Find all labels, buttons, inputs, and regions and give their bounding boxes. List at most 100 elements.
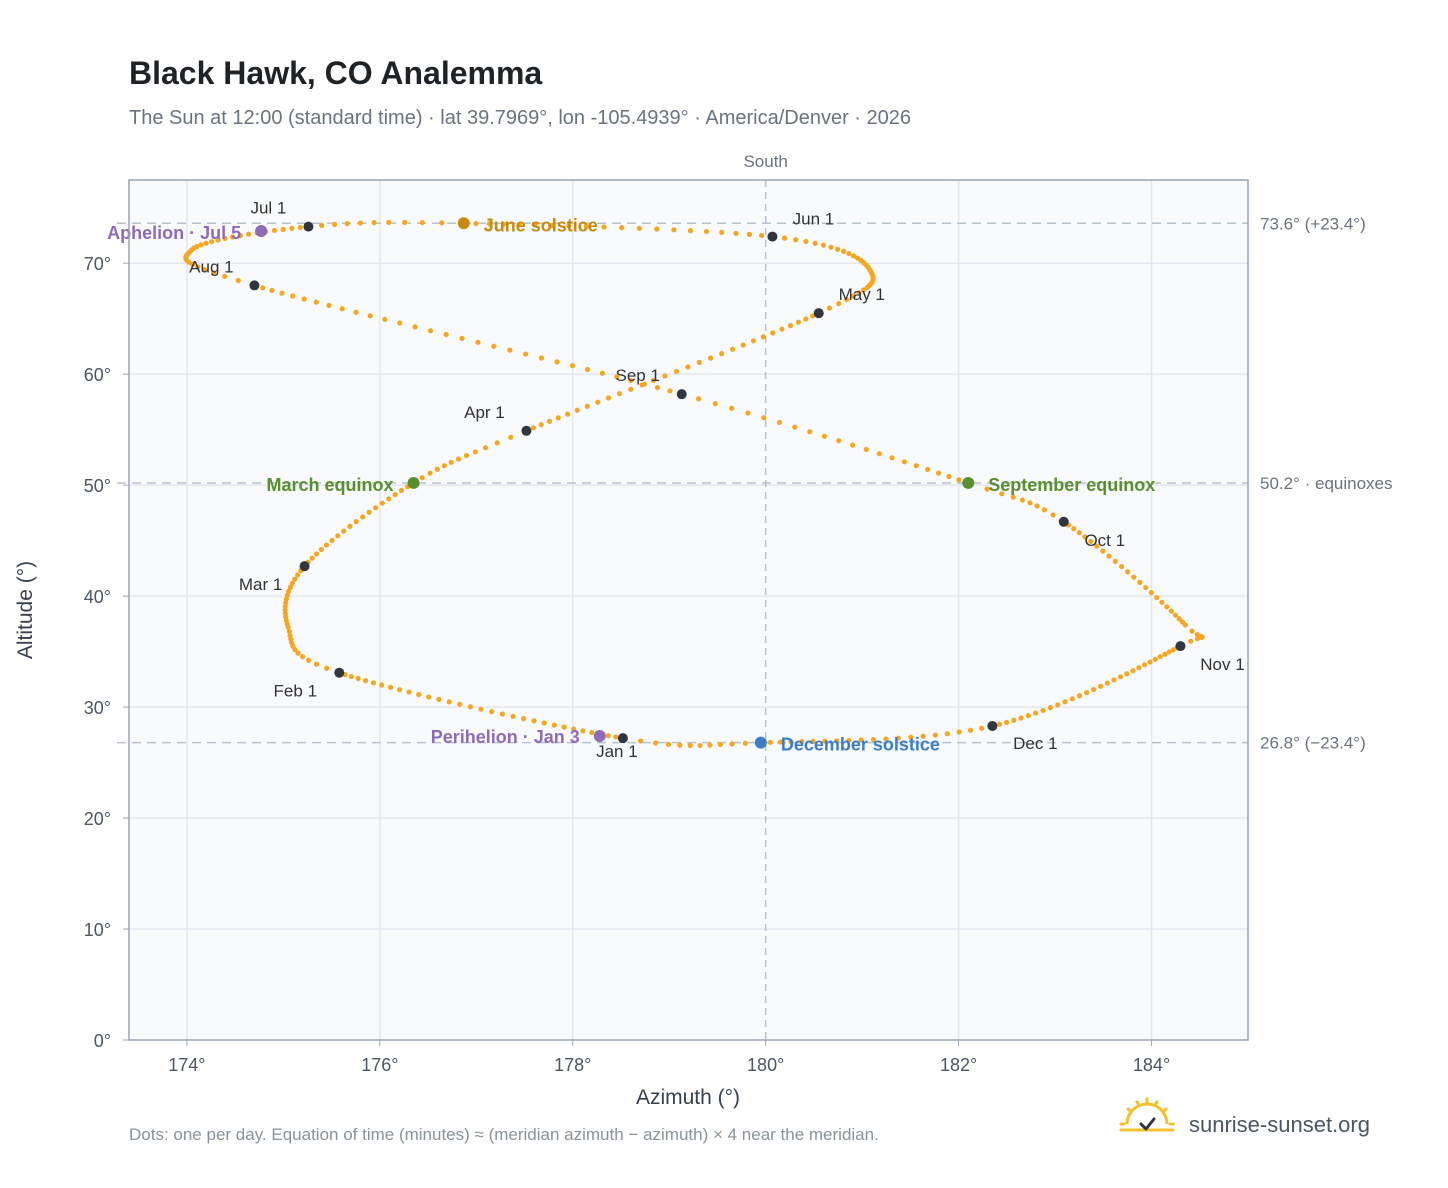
x-tick-label: 176° [361, 1055, 398, 1075]
daily-dot [491, 343, 497, 349]
daily-dot [1188, 638, 1194, 644]
daily-dot [662, 373, 668, 379]
daily-dot [386, 496, 392, 502]
x-tick-label: 178° [554, 1055, 591, 1075]
daily-dot [742, 740, 748, 746]
reference-label: 26.8° (−23.4°) [1260, 734, 1366, 753]
daily-dot [538, 355, 545, 361]
daily-dot [605, 733, 611, 739]
daily-dot [1172, 612, 1179, 618]
daily-dot [546, 418, 553, 424]
daily-dot [836, 300, 842, 307]
daily-dot [913, 463, 919, 469]
daily-dot [211, 270, 217, 276]
daily-dot [761, 415, 767, 421]
daily-dot [707, 742, 713, 748]
daily-dot [1040, 707, 1046, 714]
daily-dot [696, 359, 702, 366]
daily-dot [863, 446, 869, 453]
daily-dot [309, 555, 315, 561]
daily-dot [235, 277, 241, 284]
daily-dot [507, 347, 513, 353]
daily-dot [324, 665, 330, 671]
daily-dot [652, 740, 659, 746]
daily-dot [812, 240, 818, 246]
daily-dot [601, 224, 607, 230]
daily-dot [841, 248, 847, 254]
event-marker [407, 476, 420, 489]
daily-dot [619, 225, 625, 231]
daily-dot [1010, 494, 1016, 500]
daily-dot [767, 739, 773, 745]
daily-dot [996, 721, 1003, 727]
daily-dot [326, 302, 332, 309]
daily-dot [828, 244, 834, 250]
daily-dot [850, 253, 857, 259]
daily-dot [792, 424, 798, 430]
daily-dot [850, 442, 856, 448]
daily-dot [439, 220, 445, 226]
daily-dot [463, 452, 470, 459]
daily-dot [426, 694, 432, 700]
daily-dot [820, 242, 827, 248]
daily-dot [1100, 548, 1106, 554]
month-label: Feb 1 [274, 682, 317, 701]
daily-dot [599, 370, 605, 376]
daily-dot [279, 290, 285, 296]
daily-dot [1041, 507, 1048, 513]
daily-dot [1019, 497, 1025, 503]
daily-dot [920, 733, 926, 739]
daily-dot [595, 399, 601, 405]
month-label: Nov 1 [1200, 655, 1244, 674]
y-tick-label: 30° [84, 698, 111, 718]
event-label: Aphelion · Jul 5 [107, 223, 241, 243]
daily-dot [1194, 635, 1201, 642]
daily-dot [397, 320, 403, 326]
daily-dot [482, 445, 489, 451]
daily-dot [287, 632, 293, 639]
daily-dot [781, 235, 788, 241]
daily-dot [396, 687, 403, 693]
daily-dot [605, 395, 612, 401]
daily-dot [932, 732, 938, 738]
event-label: December solstice [781, 735, 940, 755]
month-label: Mar 1 [239, 575, 282, 594]
daily-dot [209, 238, 215, 245]
daily-dot [387, 684, 394, 690]
daily-dot [1111, 677, 1117, 683]
daily-dot [538, 422, 544, 428]
daily-dot [434, 466, 440, 472]
daily-dot [398, 487, 405, 494]
daily-dot [366, 509, 372, 515]
month-label: Oct 1 [1084, 531, 1125, 550]
daily-dot [703, 228, 710, 235]
y-tick-label: 10° [84, 920, 111, 940]
daily-dot [999, 491, 1005, 497]
daily-dot [667, 388, 673, 394]
daily-dot [406, 689, 412, 695]
daily-dot [379, 682, 385, 688]
daily-dot [510, 713, 516, 719]
daily-dot [520, 716, 527, 722]
daily-dot [443, 331, 449, 338]
daily-dot [641, 381, 648, 387]
daily-dot [203, 240, 209, 246]
daily-dot [367, 313, 373, 319]
daily-dot [733, 230, 739, 236]
daily-dot [516, 221, 522, 228]
daily-dot [446, 699, 452, 705]
daily-dot [719, 351, 725, 357]
daily-dot [750, 338, 756, 344]
daily-dot [523, 351, 529, 357]
daily-dot [292, 576, 298, 582]
y-tick-label: 70° [84, 254, 111, 274]
daily-dot [297, 224, 303, 231]
daily-dot [1069, 696, 1075, 702]
daily-dot [355, 675, 361, 682]
daily-dot [673, 368, 680, 375]
daily-dot [1003, 719, 1010, 725]
y-tick-label: 0° [94, 1031, 111, 1051]
daily-dot [499, 711, 505, 717]
month-marker [987, 720, 998, 731]
daily-dot [467, 704, 473, 710]
